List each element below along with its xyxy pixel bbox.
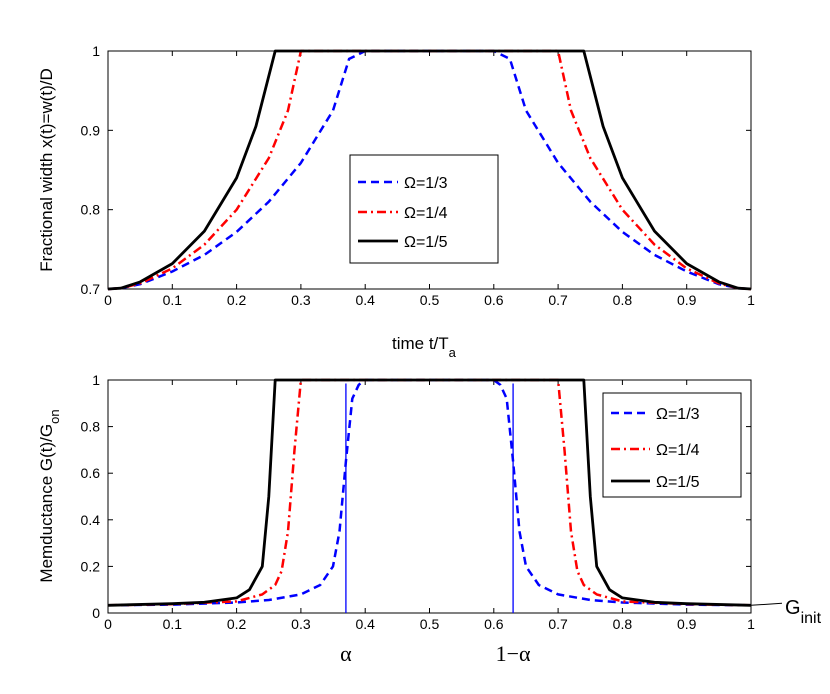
top-y-tick-label: 0.8 [81,202,101,218]
top-x-axis-label-sub: a [449,345,457,360]
bottom-panel: 0 0.1 0.2 0.3 0.4 0.5 0.6 0.7 0.8 0.9 1 0 0.2 0.4 0.6 0… [37,372,822,666]
g-init-label-sub: init [801,610,822,627]
top-legend-label-1: Ω=1/4 [404,205,448,222]
bottom-x-tick-label: 0.6 [484,616,504,632]
bottom-legend-label-1: Ω=1/4 [656,442,700,459]
top-y-tick-label: 1 [92,43,100,59]
top-legend-box [349,154,499,264]
bottom-x-tick-label: 0 [104,616,112,632]
top-x-tick-label: 0.7 [548,292,568,308]
bottom-x-tick-label: 0.5 [420,616,440,632]
bottom-x-tick-label: 0.4 [355,616,375,632]
top-x-tick-label: 0.4 [355,292,375,308]
top-x-tick-label: 0.6 [484,292,504,308]
top-x-tick-label: 0 [104,292,112,308]
g-init-label: Ginit [785,597,822,627]
bottom-y-tick-label: 0 [92,605,100,621]
g-init-pointer-line [750,602,783,606]
top-legend: Ω=1/3 Ω=1/4 Ω=1/5 [349,154,499,264]
bottom-legend-label-0: Ω=1/3 [656,406,700,423]
top-y-axis-label: Fractional width x(t)=w(t)/D [37,68,56,272]
g-init-label-main: G [785,597,801,619]
bottom-y-tick-label: 0.4 [81,512,101,528]
bottom-x-tick-label: 0.8 [613,616,633,632]
top-x-tick-label: 1 [747,292,755,308]
bottom-legend: Ω=1/3 Ω=1/4 Ω=1/5 [602,392,742,498]
bottom-x-tick-label: 0.7 [548,616,568,632]
bottom-x-tick-label: 0.9 [677,616,697,632]
bottom-y-tick-label: 0.2 [81,558,101,574]
bottom-y-axis-label: Memductance G(t)/Gon [37,409,62,582]
top-x-tick-label: 0.3 [291,292,311,308]
top-x-tick-label: 0.8 [613,292,633,308]
bottom-y-tick-label: 0.6 [81,465,101,481]
bottom-y-axis-label-main: Memductance G(t)/G [37,424,56,583]
bottom-series-2-line [107,378,752,607]
bottom-x-tick-label: 0.3 [291,616,311,632]
bottom-x-tick-label: 0.1 [163,616,183,632]
bottom-x-tick-label: 1 [747,616,755,632]
top-y-tick-label: 0.7 [81,281,101,297]
one-minus-alpha-label: 1−α [496,641,531,666]
top-legend-label-0: Ω=1/3 [404,175,448,192]
bottom-y-tick-label: 1 [92,372,100,388]
g-init-annotation: Ginit [750,597,822,627]
top-x-tick-label: 0.1 [163,292,183,308]
top-x-axis-label: time t/Ta [392,334,457,360]
top-x-tick-label: 0.5 [420,292,440,308]
bottom-y-tick-label: 0.8 [81,419,101,435]
top-panel: 0 0.1 0.2 0.3 0.4 0.5 0.6 0.7 0.8 0.9 10.70.80.91 … [37,43,755,360]
bottom-x-tick-label: 0.2 [227,616,247,632]
top-x-tick-label: 0.9 [677,292,697,308]
top-legend-label-2: Ω=1/5 [404,234,448,251]
top-series-2-line [107,49,752,291]
top-x-axis-label-main: time t/T [392,334,449,353]
bottom-y-axis-label-sub: on [47,409,62,423]
bottom-legend-label-2: Ω=1/5 [656,474,700,491]
top-x-tick-label: 0.2 [227,292,247,308]
top-y-tick-label: 0.9 [81,122,101,138]
alpha-label: α [340,641,352,666]
